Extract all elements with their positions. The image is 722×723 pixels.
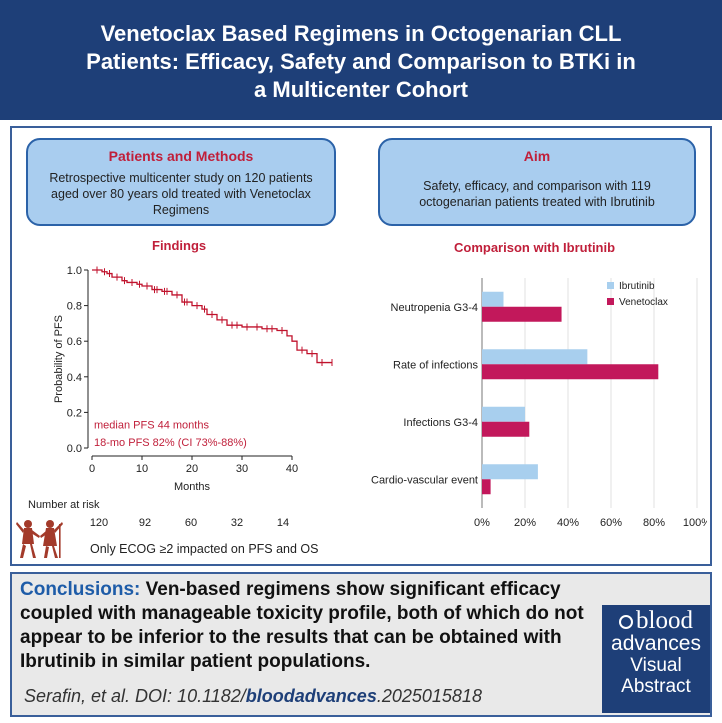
risk-count-10: 92	[138, 517, 152, 529]
km-x-tick-label: 30	[236, 463, 248, 475]
elderly-dancers-icon	[16, 520, 63, 558]
km-x-axis-label: Months	[174, 481, 211, 493]
blood-advances-logo: blood advances Visual Abstract	[602, 605, 710, 713]
km-y-tick-label: 1.0	[67, 265, 82, 277]
km-18mo-pfs: 18-mo PFS 82% (CI 73%-88%)	[94, 437, 247, 449]
title-banner: Venetoclax Based Regimens in Octogenaria…	[0, 0, 722, 120]
bar-ibrutinib	[482, 464, 538, 480]
km-x-tick-label: 40	[286, 463, 298, 475]
km-y-axis-label: Probability of PFS	[53, 315, 65, 403]
km-x-tick-label: 10	[136, 463, 148, 475]
bar-x-tick-label: 80%	[643, 517, 665, 529]
aim-box: Aim Safety, efficacy, and comparison wit…	[378, 138, 696, 226]
km-x-tick-label: 20	[186, 463, 198, 475]
bar-category-label: Cardio-vascular event	[371, 474, 478, 486]
logo-blood: blood	[636, 607, 693, 634]
bar-x-tick-label: 100%	[683, 517, 707, 529]
comparison-title: Comparison with Ibrutinib	[454, 240, 616, 255]
citation-prefix: Serafin, et al. DOI: 10.1182/	[24, 686, 246, 706]
conclusion-text: Conclusions: Ven-based regimens show sig…	[20, 578, 600, 674]
patients-methods-box: Patients and Methods Retrospective multi…	[26, 138, 336, 226]
title-line-1: Venetoclax Based Regimens in Octogenaria…	[100, 21, 622, 46]
logo-visual: Visual	[630, 655, 682, 676]
km-median-pfs: median PFS 44 months	[94, 419, 209, 431]
km-y-tick-label: 0.4	[67, 372, 82, 384]
findings-title: Findings	[152, 238, 207, 253]
bar-x-tick-label: 0%	[474, 517, 490, 529]
bar-venetoclax	[482, 306, 562, 322]
bar-category-label: Neutropenia G3-4	[391, 302, 478, 314]
bar-venetoclax	[482, 479, 491, 495]
risk-count-0: 120	[89, 517, 109, 529]
conclusion-body: Ven-based regimens show significant effi…	[20, 579, 584, 672]
bar-x-tick-label: 20%	[514, 517, 536, 529]
ecog-note: Only ECOG ≥2 impacted on PFS and OS	[90, 542, 319, 556]
bar-ibrutinib	[482, 349, 588, 365]
bar-ibrutinib	[482, 406, 525, 422]
bar-category-label: Rate of infections	[393, 359, 478, 371]
bar-venetoclax	[482, 364, 659, 380]
legend-swatch-venetoclax	[607, 298, 614, 305]
aim-title: Aim	[523, 148, 551, 164]
km-y-tick-label: 0.0	[67, 443, 82, 455]
bar-venetoclax	[482, 421, 530, 437]
pfs-kaplan-meier-chart: 0.0 0.2 0.4 0.6 0.8 1.0 0 10 20 30 40 Months Probabi…	[53, 265, 333, 493]
risk-count-20: 60	[184, 517, 198, 529]
logo-abstract: Abstract	[621, 676, 691, 697]
risk-count-30: 32	[230, 517, 244, 529]
legend-label-ibrutinib: Ibrutinib	[619, 281, 655, 292]
km-x-tick-label: 0	[89, 463, 95, 475]
bar-category-label: Infections G3-4	[403, 417, 478, 429]
patients-methods-title: Patients and Methods	[108, 148, 254, 164]
bar-x-tick-label: 40%	[557, 517, 579, 529]
patients-methods-body: Retrospective multicenter study on 120 p…	[49, 171, 313, 217]
bar-x-tick-label: 60%	[600, 517, 622, 529]
legend-swatch-ibrutinib	[607, 282, 614, 289]
risk-count-40: 14	[276, 517, 290, 529]
title-line-2: Patients: Efficacy, Safety and Compariso…	[86, 49, 636, 74]
conclusion-label: Conclusions:	[20, 579, 141, 600]
bar-ibrutinib	[482, 291, 504, 307]
km-y-tick-label: 0.6	[67, 336, 82, 348]
citation: Serafin, et al. DOI: 10.1182/bloodadvanc…	[24, 686, 482, 707]
km-y-tick-label: 0.8	[67, 301, 82, 313]
logo-advances: advances	[611, 632, 701, 655]
ibrutinib-comparison-bar-chart: 0% 20% 40% 60% 80% 100% Neutropenia G3-4 Rate o…	[371, 278, 707, 529]
km-y-tick-label: 0.2	[67, 407, 82, 419]
title-line-3: a Multicenter Cohort	[254, 77, 468, 102]
aim-body: Safety, efficacy, and comparison with 11…	[419, 179, 655, 209]
conclusion-panel: Conclusions: Ven-based regimens show sig…	[10, 572, 712, 717]
main-panel: Patients and Methods Retrospective multi…	[10, 126, 712, 566]
legend-label-venetoclax: Venetoclax	[619, 297, 668, 308]
blood-drop-icon	[619, 615, 634, 629]
number-at-risk-label: Number at risk	[28, 499, 100, 511]
citation-journal: bloodadvances	[245, 686, 377, 706]
citation-suffix: .2025015818	[376, 686, 482, 706]
